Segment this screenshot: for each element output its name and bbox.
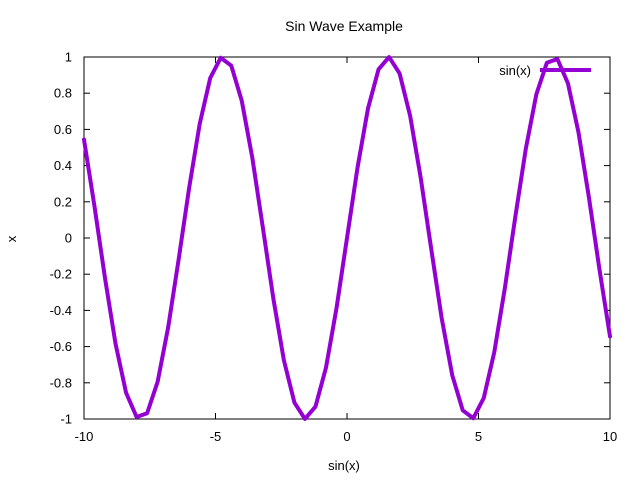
y-tick-label: 0 [65, 231, 72, 246]
y-axis-ticks: -1 -0.8 -0.6 -0.4 -0.2 0 0.2 0.4 0.6 0.8 1 [50, 50, 610, 427]
y-tick-label: 0.6 [54, 122, 72, 137]
y-tick-label: 0.8 [54, 86, 72, 101]
series-line-sin [82, 55, 612, 421]
y-tick-label: -0.2 [50, 267, 72, 282]
y-tick-label: -0.8 [50, 375, 72, 390]
y-tick-label: -1 [60, 412, 72, 427]
x-tick-label: -10 [75, 429, 94, 444]
y-axis-label: x [4, 235, 19, 242]
y-tick-label: 1 [65, 50, 72, 65]
x-tick-label: 10 [603, 429, 617, 444]
x-tick-label: -5 [210, 429, 222, 444]
x-axis-label: sin(x) [328, 458, 360, 473]
legend: sin(x) [499, 63, 591, 78]
chart-title: Sin Wave Example [285, 18, 403, 34]
legend-label: sin(x) [499, 63, 531, 78]
y-tick-label: -0.6 [50, 339, 72, 354]
y-tick-label: 0.2 [54, 194, 72, 209]
y-tick-label: 0.4 [54, 158, 72, 173]
x-axis-ticks: -10 -5 0 5 10 [75, 57, 617, 444]
series-group [82, 55, 612, 421]
x-tick-label: 5 [475, 429, 482, 444]
x-tick-label: 0 [343, 429, 350, 444]
y-tick-label: -0.4 [50, 303, 72, 318]
